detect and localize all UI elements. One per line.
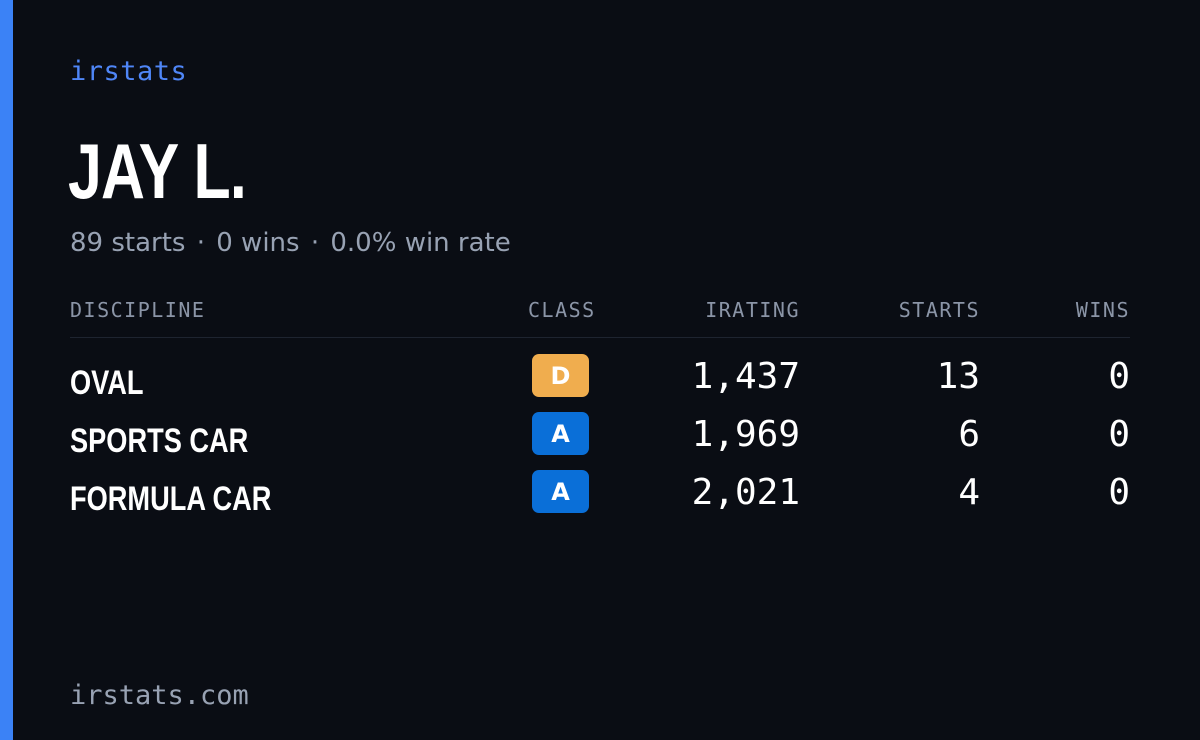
wins-value: 0 <box>1108 356 1130 397</box>
driver-summary: 89 starts · 0 wins · 0.0% win rate <box>70 228 511 258</box>
summary-separator: · <box>310 228 320 258</box>
table-header-row: DISCIPLINE CLASS IRATING STARTS WINS <box>70 296 1130 338</box>
header-class: CLASS <box>528 298 596 322</box>
table-row: SPORTS CAR A 1,969 6 0 <box>70 412 1130 470</box>
summary-wins: 0 wins <box>216 228 300 258</box>
brand-logo-text: irstats <box>70 56 188 87</box>
header-wins: WINS <box>1075 298 1130 322</box>
discipline-stats-table: DISCIPLINE CLASS IRATING STARTS WINS OVA… <box>70 296 1130 528</box>
summary-win-rate: 0.0% win rate <box>330 228 511 258</box>
starts-value: 4 <box>958 472 980 513</box>
accent-bar <box>0 0 13 740</box>
discipline-name: OVAL <box>70 364 144 402</box>
table-body: OVAL D 1,437 13 0 SPORTS CAR A 1,969 6 0… <box>70 338 1130 528</box>
starts-value: 13 <box>936 356 980 397</box>
summary-starts: 89 starts <box>70 228 186 258</box>
discipline-name: FORMULA CAR <box>70 480 272 518</box>
irating-value: 1,969 <box>691 414 800 455</box>
header-discipline: DISCIPLINE <box>70 298 206 322</box>
footer-url: irstats.com <box>70 680 249 711</box>
summary-separator: · <box>196 228 205 258</box>
class-badge: A <box>532 412 589 455</box>
header-irating: IRATING <box>705 298 800 322</box>
class-badge: A <box>532 470 589 513</box>
irating-value: 2,021 <box>691 472 800 513</box>
driver-name: JAY L. <box>68 127 247 215</box>
class-badge: D <box>532 354 589 397</box>
starts-value: 6 <box>958 414 980 455</box>
wins-value: 0 <box>1108 414 1130 455</box>
irating-value: 1,437 <box>691 356 800 397</box>
wins-value: 0 <box>1108 472 1130 513</box>
header-starts: STARTS <box>898 298 980 322</box>
table-row: FORMULA CAR A 2,021 4 0 <box>70 470 1130 528</box>
discipline-name: SPORTS CAR <box>70 422 249 460</box>
table-row: OVAL D 1,437 13 0 <box>70 354 1130 412</box>
